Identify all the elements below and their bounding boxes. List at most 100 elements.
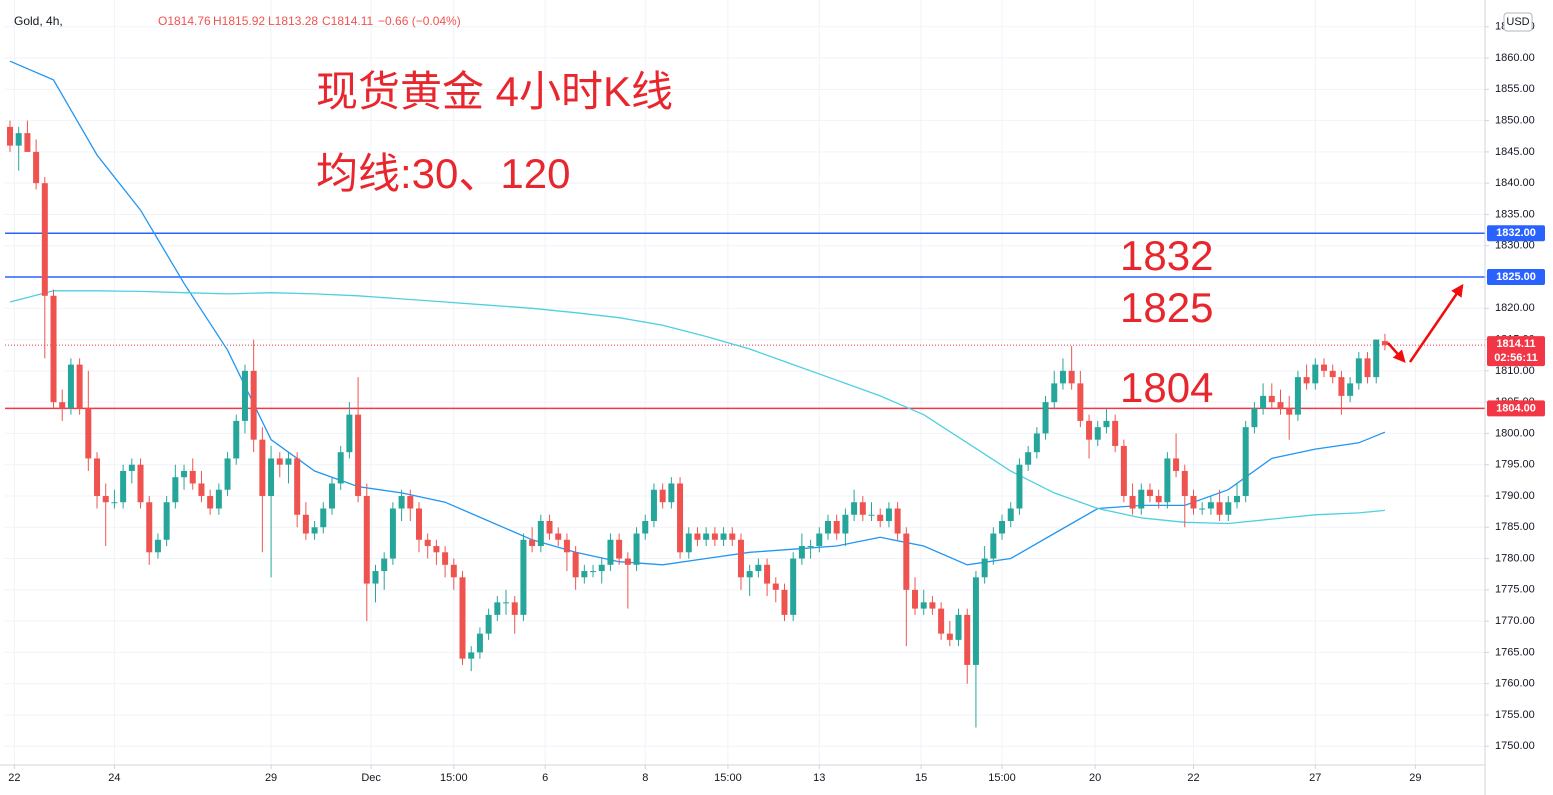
candle-body xyxy=(764,564,771,584)
y-tick-label: 1790.00 xyxy=(1495,490,1535,502)
candle-body xyxy=(912,589,919,609)
price-tag-label: 1804.00 xyxy=(1496,402,1536,414)
candle-body xyxy=(85,408,92,459)
candle-body xyxy=(1077,383,1084,421)
candle-body xyxy=(1033,433,1040,453)
candle-body xyxy=(1016,464,1023,509)
x-tick-label: 13 xyxy=(813,772,825,784)
candle-body xyxy=(76,364,83,409)
candle-body xyxy=(790,558,797,615)
chart-title: 现货黄金 4小时K线 xyxy=(316,68,673,115)
y-tick-label: 1760.00 xyxy=(1495,678,1535,690)
x-tick-label: 22 xyxy=(1187,772,1199,784)
candle-body xyxy=(755,564,762,572)
candle-body xyxy=(1199,508,1206,510)
candle-body xyxy=(972,577,979,665)
candle-body xyxy=(581,571,588,578)
candle-body xyxy=(955,614,962,640)
annotation: 1804 xyxy=(1120,364,1213,411)
candle-body xyxy=(1216,502,1223,515)
candle-body xyxy=(1025,452,1032,465)
candle-body xyxy=(1233,495,1240,503)
candle-body xyxy=(407,495,414,509)
candle-body xyxy=(999,521,1006,534)
price-tag xyxy=(1487,225,1545,242)
candle-body xyxy=(1181,470,1188,496)
candle-body xyxy=(990,533,997,559)
candle-body xyxy=(729,533,736,540)
candle-body xyxy=(363,495,370,584)
candle-body xyxy=(1268,395,1275,403)
candle-body xyxy=(703,533,710,540)
candle-body xyxy=(798,546,805,559)
candle-body xyxy=(746,571,753,578)
candle-body xyxy=(1381,341,1388,346)
y-tick-label: 1775.00 xyxy=(1495,584,1535,596)
candle-body xyxy=(389,508,396,559)
chart-subtitle: 均线:30、120 xyxy=(316,150,570,197)
candle-body xyxy=(903,533,910,590)
candle-body xyxy=(781,589,788,615)
candle-body xyxy=(1138,489,1145,509)
candle-body xyxy=(720,533,727,540)
candle-body xyxy=(468,652,475,659)
candle-body xyxy=(520,539,527,615)
candle-body xyxy=(1303,377,1310,384)
candle-body xyxy=(877,514,884,522)
candle-body xyxy=(1051,383,1058,403)
y-tick-label: 1800.00 xyxy=(1495,427,1535,439)
currency[interactable]: USD xyxy=(1506,16,1529,28)
candle-body xyxy=(563,539,570,553)
y-tick-label: 1765.00 xyxy=(1495,646,1535,658)
x-tick-label: 6 xyxy=(542,772,548,784)
candle-body xyxy=(442,552,449,565)
candle-body xyxy=(476,633,483,653)
candle-body xyxy=(737,539,744,578)
candle-body xyxy=(172,477,179,503)
candle-body xyxy=(207,495,214,509)
candle-body xyxy=(1042,402,1049,434)
candle-body xyxy=(894,508,901,534)
ohlc-change: −0.66 (−0.04%) xyxy=(378,14,461,28)
candle-body xyxy=(102,495,109,503)
candle-body xyxy=(1207,502,1214,509)
candle-body xyxy=(1312,364,1319,384)
x-tick-label: 15 xyxy=(915,772,927,784)
candle-body xyxy=(250,370,257,440)
candle-body xyxy=(851,502,858,515)
candle-body xyxy=(685,533,692,553)
candle-body xyxy=(1094,427,1101,440)
currency-button[interactable] xyxy=(1503,12,1533,32)
candle-body xyxy=(1277,402,1284,409)
candle-body xyxy=(1321,364,1328,371)
candle-body xyxy=(181,470,188,478)
ohlc-open: O1814.76 xyxy=(158,14,211,28)
candle-body xyxy=(1373,339,1380,378)
candle-body xyxy=(1173,458,1180,471)
y-tick-label: 1860.00 xyxy=(1495,52,1535,64)
candle-body xyxy=(938,608,945,634)
ohlc-low: L1813.28 xyxy=(268,14,318,28)
candle-body xyxy=(668,483,675,503)
candle-body xyxy=(128,464,135,471)
candle-body xyxy=(111,502,118,504)
candle-body xyxy=(276,458,283,465)
candle-body xyxy=(555,533,562,540)
candle-body xyxy=(372,571,379,584)
candle-body xyxy=(503,602,510,604)
candle-body xyxy=(485,614,492,634)
candle-body xyxy=(1086,420,1093,440)
candle-body xyxy=(1347,383,1354,396)
candle-body xyxy=(824,521,831,534)
annotation: 1825 xyxy=(1120,284,1213,331)
candle-body xyxy=(15,133,22,146)
candle-body xyxy=(268,458,275,496)
candle-body xyxy=(241,370,248,421)
y-tick-label: 1750.00 xyxy=(1495,740,1535,752)
candle-body xyxy=(424,539,431,547)
axes: 1750.00 1755.00 1760.00 1765.00 1770.00 1775.… xyxy=(8,21,1545,784)
candle-body xyxy=(320,508,327,528)
candle-body xyxy=(772,583,779,590)
candle-body xyxy=(459,577,466,659)
candle-body xyxy=(67,364,74,409)
